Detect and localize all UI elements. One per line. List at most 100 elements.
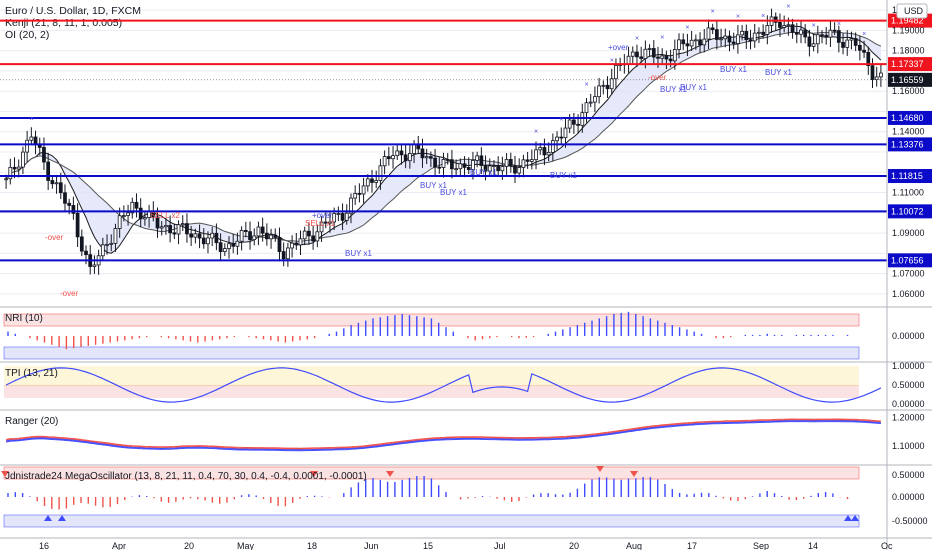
candle [731, 41, 736, 44]
candle [597, 85, 601, 98]
candle [243, 230, 248, 233]
price-pane[interactable] [4, 8, 883, 275]
mega-tick-label: 0.50000 [892, 470, 925, 480]
candle [353, 193, 358, 199]
signal-annotation: BUY x1 [660, 85, 688, 94]
candle [462, 163, 467, 168]
candle [315, 231, 320, 242]
candle [605, 84, 610, 90]
candle [723, 35, 728, 40]
candle [286, 247, 290, 260]
signal-annotation: BUY x1 [680, 83, 708, 92]
time-tick-label: 15 [423, 541, 433, 550]
price-tick-label: 1.09000 [892, 228, 925, 238]
mega-oscillator-label: Jdnistrade24 MegaOscillator (13, 8, 21, … [5, 471, 367, 482]
candle [744, 30, 749, 41]
candle [231, 243, 236, 247]
candle [269, 234, 273, 240]
signal-marker: × [862, 31, 866, 38]
candle [870, 65, 875, 81]
candle [517, 167, 522, 174]
signal-marker: × [660, 35, 664, 42]
kenji-fast-line [5, 25, 882, 254]
ranger-line [6, 421, 881, 452]
candle [378, 165, 383, 181]
candle [386, 156, 391, 160]
tpi-pane[interactable]: 1.00000 0.50000 0.00000 [0, 361, 932, 409]
candle [311, 235, 315, 242]
candle [508, 159, 513, 167]
oi-study-label: OI (20, 2) [5, 29, 49, 41]
candle [130, 201, 135, 214]
ranger-label: Ranger (20) [5, 416, 58, 427]
candle [647, 48, 652, 50]
candle [807, 36, 812, 47]
time-tick-label: Aug [626, 541, 642, 550]
candle [550, 140, 555, 153]
candle [180, 223, 185, 226]
candle [879, 72, 883, 78]
mega-oscillator-pane[interactable]: 0.50000 0.00000 -0.50000 [0, 464, 932, 528]
candle [563, 127, 568, 139]
candle [336, 213, 341, 215]
candle [294, 242, 299, 246]
candle [58, 182, 63, 194]
candle [736, 34, 740, 44]
candle [206, 237, 210, 245]
time-tick-label: 14 [808, 541, 818, 550]
signal-annotation: -over [45, 233, 64, 242]
candle [450, 159, 454, 170]
candle [168, 225, 172, 234]
time-tick-label: Oc [881, 541, 893, 550]
candle [857, 44, 862, 51]
time-tick-label: Jul [494, 541, 506, 550]
candle [832, 29, 837, 32]
candle [740, 30, 744, 36]
candle [702, 38, 707, 46]
signal-annotation: SELL x1 [305, 219, 335, 228]
candle [67, 202, 72, 206]
candle [630, 51, 635, 57]
candle [437, 166, 442, 169]
candle [572, 119, 576, 125]
signal-annotation: BUY x1 [440, 188, 468, 197]
candle [121, 215, 126, 217]
nri-pane[interactable]: 0.00000 [0, 306, 932, 360]
signal-marker: × [837, 21, 841, 28]
candle [79, 236, 84, 252]
candle [471, 160, 475, 170]
candle [374, 180, 379, 183]
candle [75, 212, 80, 238]
candle [46, 161, 51, 181]
candle [559, 136, 564, 139]
level-price-tag [888, 204, 932, 219]
signal-annotation: +over [312, 211, 333, 220]
candle [214, 232, 219, 244]
time-tick-label: 17 [687, 541, 697, 550]
candle [546, 152, 551, 156]
candle [693, 39, 698, 42]
time-axis[interactable]: 16 Apr 20 May 18 Jun 15 Jul 20 Aug 17 Sep 14 Oc [0, 537, 932, 550]
nri-tick-label: 0.00000 [892, 331, 925, 341]
signal-marker: × [29, 116, 33, 123]
candle [668, 58, 673, 62]
candle [588, 101, 593, 104]
candle [677, 39, 681, 50]
candle [290, 242, 294, 249]
candle [340, 213, 345, 221]
candle [853, 38, 858, 46]
candle [222, 248, 227, 252]
candle [328, 221, 332, 224]
candle [584, 102, 589, 114]
candle [639, 56, 644, 59]
candle [849, 38, 854, 41]
price-tick-label: 1.18000 [892, 46, 925, 56]
horizontal-levels[interactable]: 1.19482 1.17337 1.14680 1.13376 1.11815 1.100… [0, 13, 932, 268]
currency-badge[interactable] [896, 3, 928, 19]
level-price-tag [888, 110, 932, 125]
candle [420, 148, 425, 159]
ranger-pane[interactable]: 1.20000 1.10000 [0, 409, 932, 452]
nri-lower-zone [3, 346, 860, 360]
